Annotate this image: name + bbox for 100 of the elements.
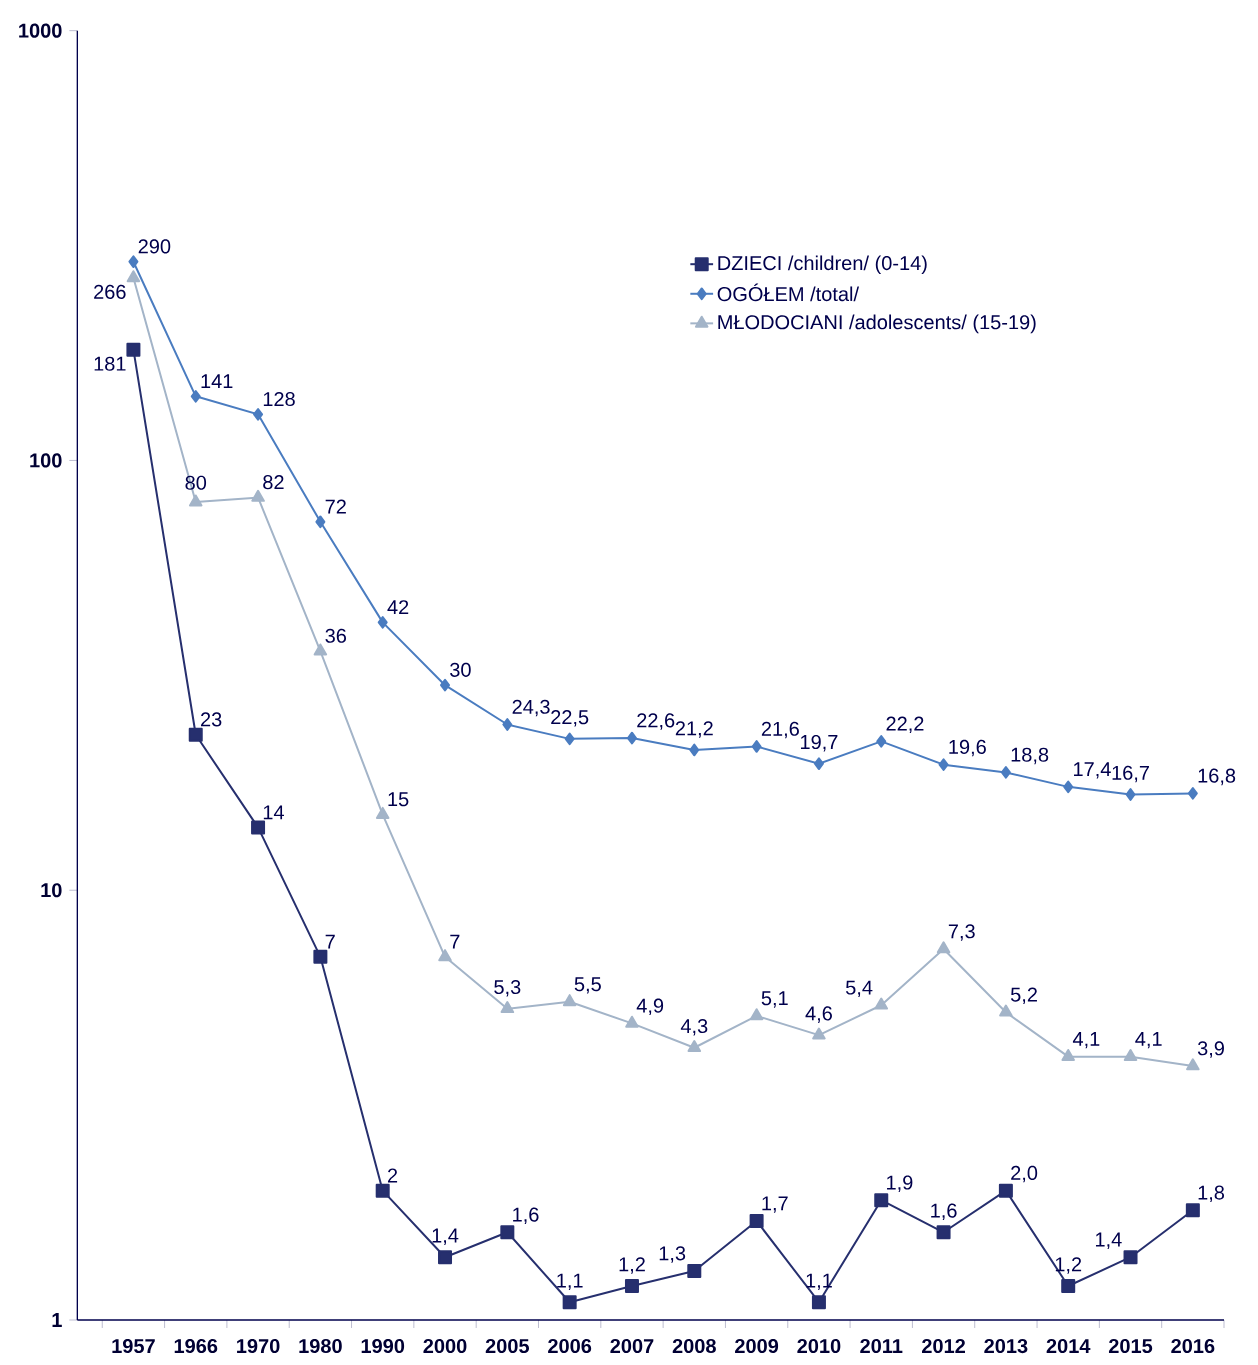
y-tick-label: 1 (52, 1313, 62, 1327)
point (253, 408, 264, 421)
point (313, 643, 328, 656)
point (375, 1183, 390, 1198)
point (749, 1008, 764, 1021)
point (751, 740, 762, 753)
x-tick-label: 2012 (922, 1338, 965, 1354)
data-label: 5,2 (1010, 987, 1037, 1005)
point (625, 1015, 639, 1028)
point (936, 941, 951, 954)
x-tick-label: 2000 (423, 1338, 467, 1354)
data-label: 290 (138, 239, 171, 254)
data-label: 22,2 (886, 716, 924, 734)
data-label: 22,6 (637, 713, 675, 730)
y-tick-label: 1000 (19, 23, 62, 38)
x-tick-label: 2007 (610, 1338, 654, 1354)
data-label: 1,8 (1198, 1185, 1225, 1203)
data-label: 181 (94, 356, 126, 371)
point (1187, 787, 1198, 800)
point (562, 1295, 577, 1310)
point (438, 949, 452, 962)
point (1000, 766, 1011, 779)
data-label: 1,1 (806, 1273, 832, 1290)
data-label: 7 (450, 934, 460, 949)
data-label: 1,2 (619, 1257, 645, 1274)
x-tick-label: 1966 (174, 1338, 218, 1354)
data-label: 18,8 (1011, 747, 1049, 765)
data-label: 80 (185, 475, 207, 490)
point (813, 757, 824, 771)
point (313, 949, 328, 964)
data-label: 82 (263, 475, 284, 490)
x-tick-label: 1980 (299, 1338, 342, 1354)
point (1125, 788, 1136, 801)
legend-label: MŁODOCIANI /adolescents/ (15-19) (718, 314, 1036, 334)
data-label: 1,6 (931, 1203, 957, 1221)
data-label: 5,3 (494, 979, 521, 997)
point (375, 806, 390, 819)
data-label: 30 (450, 662, 471, 677)
point (936, 1225, 951, 1240)
point (749, 1213, 764, 1228)
data-label: 36 (325, 628, 347, 643)
point (624, 1278, 639, 1293)
x-tick-label: 1990 (361, 1338, 405, 1354)
data-label: 3,9 (1197, 1041, 1224, 1058)
data-label: 1,1 (557, 1273, 583, 1290)
point (1061, 1048, 1075, 1061)
point (190, 389, 201, 403)
x-tick-label: 2015 (1108, 1338, 1153, 1354)
data-label: 15 (388, 792, 409, 807)
x-tick-label: 2005 (485, 1338, 530, 1354)
legend-label: OGÓŁEM /total/ (717, 283, 860, 302)
point (251, 489, 265, 502)
point (811, 1295, 826, 1310)
data-label: 16,8 (1198, 768, 1236, 786)
data-label: 141 (201, 374, 233, 389)
point (626, 731, 637, 745)
data-label: 19,6 (949, 739, 986, 757)
x-tick-label: 2014 (1046, 1338, 1091, 1354)
x-tick-label: 1970 (237, 1338, 280, 1354)
x-tick-label: 2011 (860, 1338, 903, 1354)
point (377, 616, 388, 629)
data-label: 128 (263, 391, 295, 407)
data-label: 23 (201, 712, 222, 727)
x-tick-label: 1957 (112, 1338, 155, 1354)
data-label: 17,4 (1074, 762, 1111, 779)
x-tick-label: 2010 (797, 1338, 841, 1354)
data-label: 4,6 (805, 1006, 832, 1023)
point (874, 1193, 889, 1208)
point (812, 1027, 826, 1040)
x-tick-label: 2016 (1171, 1338, 1215, 1354)
point (874, 997, 889, 1010)
point (1123, 1048, 1138, 1061)
point (188, 727, 203, 742)
y-tick-label: 100 (30, 453, 62, 468)
data-label: 4,1 (1072, 1032, 1100, 1049)
data-label: 1,4 (1095, 1232, 1122, 1249)
point (251, 820, 266, 835)
data-label: 1,2 (1055, 1257, 1082, 1274)
point (687, 1264, 702, 1279)
x-tick-label: 2009 (735, 1338, 779, 1354)
point (689, 743, 700, 757)
point (998, 1183, 1013, 1198)
data-label: 4,1 (1135, 1032, 1162, 1049)
point (1063, 780, 1074, 794)
point (876, 735, 887, 748)
data-label: 266 (94, 284, 126, 299)
point (1123, 1250, 1138, 1265)
data-label: 1,6 (513, 1207, 539, 1225)
legend-label: DZIECI /children/ (0-14) (718, 255, 927, 275)
data-label: 1,4 (432, 1228, 459, 1245)
point (562, 994, 577, 1007)
point (500, 1001, 515, 1014)
data-label: 1,3 (659, 1246, 686, 1263)
data-label: 2 (387, 1168, 398, 1183)
data-label: 19,7 (801, 734, 838, 752)
data-label: 21,6 (761, 721, 799, 739)
point (188, 494, 203, 507)
point (938, 758, 949, 771)
data-label: 7 (325, 934, 335, 949)
data-label: 16,7 (1112, 765, 1149, 783)
